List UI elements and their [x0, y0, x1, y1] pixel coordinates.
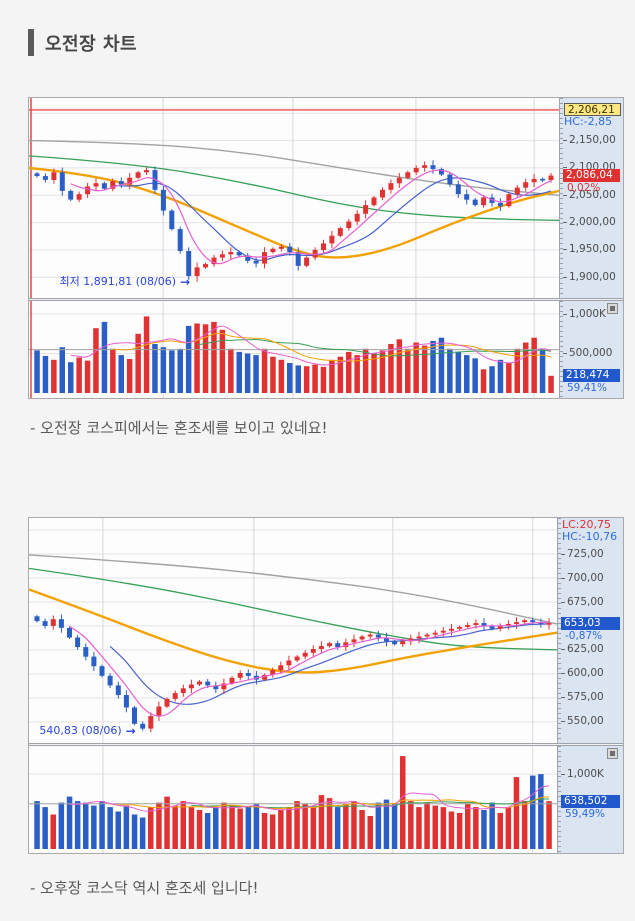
- kospi-low-annotation: 최저 1,891,81 (08/06) →: [60, 275, 191, 289]
- price-tick-label: 575,00: [561, 691, 604, 704]
- price-tick-label: 2,000,00: [563, 216, 616, 229]
- candles-layer: [34, 614, 552, 733]
- annotation-text: 540,83 (08/06): [39, 723, 122, 737]
- kospi-current-price-box: 2,086,04: [563, 169, 620, 183]
- price-tick-label: 2,050,00: [563, 188, 616, 201]
- kosdaq-volume-pane: [29, 746, 557, 853]
- kospi-high-marker-box: 2,206,21: [564, 102, 621, 116]
- price-tick-label: 550,00: [561, 715, 604, 728]
- annotation-arrow-icon: →: [125, 723, 136, 738]
- kosdaq-current-price-box: 653,03: [561, 616, 620, 630]
- kosdaq-price-pane: 540,83 (08/06) →: [29, 518, 557, 743]
- price-tick-label: 725,00: [561, 547, 604, 560]
- kosdaq-hc-label: HC:-10,76: [562, 530, 618, 543]
- kospi-caption: - 오전장 코스피에서는 혼조세를 보이고 있네요!: [30, 419, 328, 437]
- annotation-text: 최저 1,891,81 (08/06): [59, 274, 177, 288]
- volume-tick-label: 500,000: [562, 347, 613, 359]
- kospi-volume-axis: 1,000K 500,000 218,474 59,41%: [559, 301, 623, 398]
- kospi-chart: 최저 1,891,81 (08/06) → 2,150,00 2,100,00 2,…: [28, 97, 624, 399]
- annotation-arrow-icon: →: [180, 274, 191, 289]
- kospi-current-volume-box: 218,474: [563, 369, 620, 383]
- pane-divider: [29, 298, 623, 301]
- kosdaq-price-svg: [29, 518, 557, 743]
- ma-lines-layer: [29, 139, 559, 261]
- page-title: 오전장 차트: [45, 33, 138, 55]
- kospi-price-axis: 2,150,00 2,100,00 2,050,00 2,000,00 1,950,00…: [559, 98, 623, 298]
- kosdaq-lc-label: LC:20,75: [562, 518, 612, 531]
- collapse-volume-icon[interactable]: [607, 303, 618, 314]
- kosdaq-chart: 540,83 (08/06) → 725,00 700,00 675,00 625,0…: [28, 517, 624, 854]
- gridlines-layer: [29, 518, 557, 743]
- volume-ma-layer: [29, 301, 559, 398]
- kosdaq-current-volume-box: 638,502: [561, 794, 620, 808]
- collapse-volume-icon[interactable]: [607, 748, 618, 759]
- kospi-hc-label: HC:-2,85: [564, 115, 613, 128]
- volume-ma-layer: [29, 785, 557, 812]
- volume-bars-layer: [34, 756, 552, 849]
- price-tick-label: 1,950,00: [563, 243, 616, 256]
- kospi-price-svg: [29, 98, 559, 298]
- price-tick-label: 2,150,00: [563, 134, 616, 147]
- kospi-volume-pct: 59,41%: [567, 382, 608, 395]
- kosdaq-volume-pct: 59,49%: [565, 807, 606, 820]
- price-tick-label: 625,00: [561, 643, 604, 656]
- volume-tick-label: 1,000K: [563, 307, 606, 320]
- kosdaq-price-axis: 725,00 700,00 675,00 625,00 600,00 575,00 550,…: [557, 518, 623, 743]
- kospi-price-pane: 최저 1,891,81 (08/06) →: [29, 98, 559, 298]
- kosdaq-volume-svg: [29, 746, 557, 853]
- gridlines-layer: [29, 98, 559, 298]
- price-tick-label: 1,900,00: [563, 270, 616, 283]
- kospi-current-pct: 0,02%: [567, 182, 601, 195]
- kosdaq-current-pct: -0,87%: [565, 629, 603, 642]
- kosdaq-caption: - 오후장 코스닥 역시 혼조세 입니다!: [30, 879, 259, 897]
- price-tick-label: 675,00: [561, 595, 604, 608]
- pane-divider: [29, 743, 623, 746]
- volume-tick-label: 1,000K: [561, 767, 604, 780]
- section-header: 오전장 차트: [28, 29, 137, 56]
- price-tick-label: 2,100,00: [563, 161, 616, 174]
- price-tick-label: 600,00: [561, 667, 604, 680]
- kosdaq-volume-axis: 1,000K 638,502 59,49%: [557, 746, 623, 853]
- title-accent-bar: [28, 29, 34, 56]
- kospi-volume-pane: [29, 301, 559, 398]
- price-tick-label: 700,00: [561, 571, 604, 584]
- candles-layer: [34, 160, 554, 282]
- kospi-volume-svg: [29, 301, 559, 398]
- kosdaq-low-annotation: 540,83 (08/06) →: [39, 724, 135, 738]
- volume-bars-layer: [34, 316, 554, 393]
